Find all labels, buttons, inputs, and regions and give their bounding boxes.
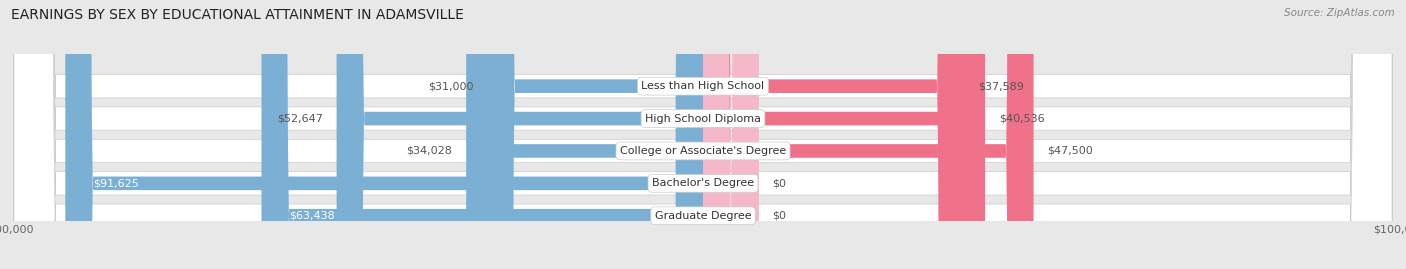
Text: $47,500: $47,500 (1047, 146, 1094, 156)
FancyBboxPatch shape (703, 0, 759, 269)
Text: $52,647: $52,647 (277, 114, 322, 123)
FancyBboxPatch shape (65, 0, 703, 269)
Text: Less than High School: Less than High School (641, 81, 765, 91)
FancyBboxPatch shape (14, 0, 1392, 269)
Text: High School Diploma: High School Diploma (645, 114, 761, 123)
Text: Bachelor's Degree: Bachelor's Degree (652, 178, 754, 188)
FancyBboxPatch shape (336, 0, 703, 269)
FancyBboxPatch shape (14, 0, 1392, 269)
Text: $37,589: $37,589 (979, 81, 1025, 91)
Text: $91,625: $91,625 (93, 178, 139, 188)
Text: $31,000: $31,000 (427, 81, 474, 91)
Text: $34,028: $34,028 (406, 146, 453, 156)
FancyBboxPatch shape (14, 0, 1392, 269)
FancyBboxPatch shape (703, 0, 1033, 269)
FancyBboxPatch shape (14, 0, 1392, 269)
FancyBboxPatch shape (703, 0, 965, 269)
Text: $63,438: $63,438 (290, 211, 335, 221)
FancyBboxPatch shape (703, 0, 986, 269)
FancyBboxPatch shape (14, 0, 1392, 269)
FancyBboxPatch shape (467, 0, 703, 269)
Text: $0: $0 (773, 178, 786, 188)
FancyBboxPatch shape (488, 0, 703, 269)
Text: College or Associate's Degree: College or Associate's Degree (620, 146, 786, 156)
FancyBboxPatch shape (703, 0, 759, 269)
Text: $40,536: $40,536 (1000, 114, 1045, 123)
Text: Source: ZipAtlas.com: Source: ZipAtlas.com (1284, 8, 1395, 18)
Text: Graduate Degree: Graduate Degree (655, 211, 751, 221)
Text: $0: $0 (773, 211, 786, 221)
FancyBboxPatch shape (262, 0, 703, 269)
Text: EARNINGS BY SEX BY EDUCATIONAL ATTAINMENT IN ADAMSVILLE: EARNINGS BY SEX BY EDUCATIONAL ATTAINMEN… (11, 8, 464, 22)
